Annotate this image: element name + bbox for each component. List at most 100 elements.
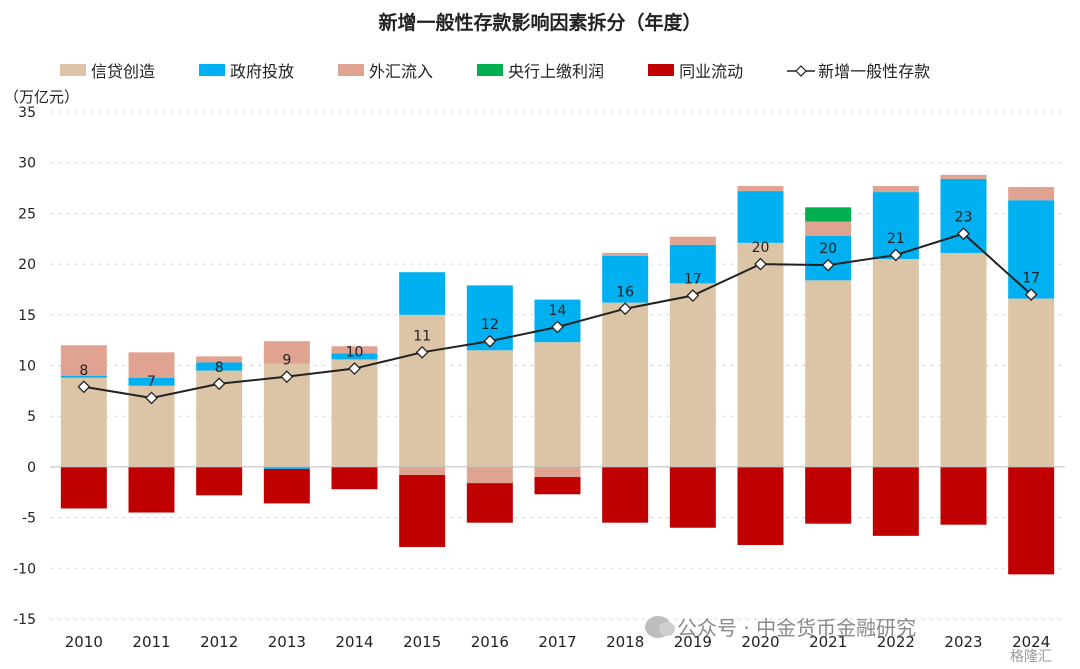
x-tick-label: 2017 [538,633,576,651]
bar-信贷创造 [940,252,987,467]
line-point [754,257,767,271]
bar-外汇流入 [872,186,919,193]
legend-swatch-pboc-profit [477,64,504,76]
y-tick-label: 20 [18,257,36,273]
x-tick-label: 2013 [268,633,306,651]
x-tick-label: 2010 [65,633,103,651]
bar-信贷创造 [669,283,716,467]
line-point [483,334,497,348]
bar-外汇流入 [128,352,175,378]
bar-政府投放 [331,353,378,360]
legend-line-swatch [787,63,816,77]
bar-同业流动 [737,466,784,545]
y-tick-label: -10 [13,561,36,577]
x-tick-label: 2012 [200,633,238,651]
y-tick-label: -5 [22,511,36,527]
bar-同业流动 [60,466,107,509]
y-tick-label: 5 [27,409,36,425]
data-label: 7 [147,374,156,390]
legend-item-interbank: 同业流动 [648,58,743,82]
data-label: 20 [819,241,837,257]
legend-label-government: 政府投放 [230,62,295,81]
bar-同业流动 [466,483,513,523]
y-tick-label: 30 [18,156,36,172]
x-tick-label: 2016 [471,633,509,651]
bar-政府投放 [737,191,784,243]
bar-外汇流入 [263,341,310,364]
y-tick-label: 15 [18,308,36,324]
bar-外汇流入 [331,346,378,354]
legend-swatch-interbank [648,64,675,76]
bar-外汇流入 [737,186,784,192]
x-tick-label: 2019 [674,633,712,651]
bar-政府投放 [872,192,919,260]
line-point [212,377,226,391]
bar-外汇流入 [805,221,852,236]
x-tick-label: 2023 [944,633,982,651]
x-tick-label: 2014 [335,633,373,651]
bar-外汇流入 [940,174,987,179]
bar-信贷创造 [737,242,784,467]
bar-信贷创造 [1008,298,1055,467]
legend-swatch-credit [60,64,86,76]
bar-外汇流入 [399,466,446,476]
bar-政府投放 [196,362,243,371]
legend-label-credit: 信贷创造 [91,62,156,81]
watermark: 公众号 · 中金货币金融研究 [645,612,916,641]
x-tick-label: 2024 [1012,633,1050,651]
y-tick-label: 0 [27,460,36,476]
y-tick-label: 35 [18,105,36,121]
bar-信贷创造 [602,302,649,467]
bar-同业流动 [331,466,378,490]
line-point [821,258,835,272]
wechat-icon [645,615,675,638]
x-tick-label: 2022 [877,633,915,651]
bar-外汇流入 [669,236,716,245]
chart-title: 新增一般性存款影响因素拆分（年度） [378,12,702,34]
bar-政府投放 [60,375,107,378]
bar-外汇流入 [60,345,107,376]
bar-同业流动 [805,466,852,524]
line-point [618,302,632,316]
legend-item-new-deposits: 新增一般性存款 [787,58,930,82]
bar-央行上缴利润 [805,207,852,222]
data-label: 23 [955,210,973,226]
line-point [280,370,294,384]
data-label: 11 [413,328,431,344]
bar-信贷创造 [534,342,581,467]
bar-政府投放 [669,244,716,284]
line-point [415,345,429,359]
legend-item-credit: 信贷创造 [60,58,155,82]
bar-同业流动 [399,475,446,548]
bar-政府投放 [805,235,852,281]
bar-同业流动 [534,477,581,495]
bar-信贷创造 [872,259,919,467]
data-label: 21 [887,231,905,247]
line-point [348,362,361,375]
legend: 信贷创造 政府投放 外汇流入 央行上缴利润 同业流动 新增一般性存款 [60,58,974,82]
legend-label-fx: 外汇流入 [369,62,434,81]
y-tick-label: -15 [13,612,36,628]
data-label: 14 [549,303,567,319]
bar-同业流动 [940,466,987,525]
legend-label-interbank: 同业流动 [679,62,744,81]
bar-外汇流入 [1008,187,1055,201]
data-label: 8 [215,360,224,376]
line-point [77,380,91,394]
bar-外汇流入 [602,252,649,256]
bar-外汇流入 [534,466,581,478]
legend-item-pboc-profit: 央行上缴利润 [477,58,604,82]
watermark-secondary: 格隆汇 [1010,649,1052,665]
bar-政府投放 [263,466,310,469]
data-label: 17 [684,272,702,288]
y-axis-unit: （万亿元） [4,88,80,106]
data-label: 10 [346,345,364,361]
bar-外汇流入 [466,466,513,484]
y-tick-label: 10 [18,359,36,375]
data-label: 17 [1022,271,1040,287]
bar-同业流动 [669,466,716,528]
bar-同业流动 [1008,466,1055,575]
bar-政府投放 [399,272,446,315]
bar-信贷创造 [399,314,446,467]
x-tick-label: 2020 [741,633,779,651]
